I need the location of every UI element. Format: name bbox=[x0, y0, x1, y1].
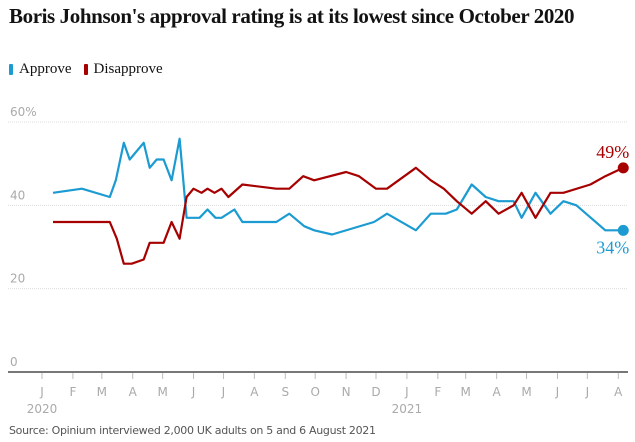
x-tick-label: F bbox=[434, 385, 441, 399]
x-tick-label: A bbox=[614, 385, 623, 399]
x-tick-label: J bbox=[191, 385, 196, 399]
source-note: Source: Opinium interviewed 2,000 UK adu… bbox=[9, 424, 376, 437]
year-label: 2021 bbox=[392, 402, 423, 416]
legend-item-disapprove: Disapprove bbox=[83, 61, 163, 78]
x-tick-label: M bbox=[521, 385, 531, 399]
x-tick-label: M bbox=[461, 385, 471, 399]
legend: Approve Disapprove bbox=[9, 61, 163, 78]
legend-label-approve: Approve bbox=[19, 61, 72, 77]
year-label: 2020 bbox=[27, 402, 58, 416]
x-tick-label: J bbox=[555, 385, 560, 399]
x-tick-label: D bbox=[371, 385, 380, 399]
x-tick-label: J bbox=[221, 385, 226, 399]
y-tick-label: 60% bbox=[10, 105, 37, 119]
end-label-disapprove: 49% bbox=[596, 142, 629, 162]
y-tick-label: 20 bbox=[10, 272, 25, 286]
y-tick-label: 40 bbox=[10, 188, 25, 202]
x-tick-label: M bbox=[97, 385, 107, 399]
legend-label-disapprove: Disapprove bbox=[93, 61, 163, 77]
series-line-approve bbox=[52, 137, 624, 236]
end-point-approve bbox=[617, 224, 629, 236]
series-line-disapprove bbox=[53, 166, 624, 265]
approve-swatch bbox=[9, 64, 13, 75]
x-tick-label: O bbox=[310, 385, 319, 399]
x-tick-label: F bbox=[69, 385, 76, 399]
x-tick-label: J bbox=[585, 385, 590, 399]
x-tick-label: A bbox=[129, 385, 138, 399]
x-tick-label: A bbox=[250, 385, 259, 399]
x-tick-label: J bbox=[39, 385, 44, 399]
x-tick-label: S bbox=[281, 385, 289, 399]
x-tick-label: J bbox=[404, 385, 409, 399]
x-tick-label: M bbox=[157, 385, 167, 399]
disapprove-swatch bbox=[83, 64, 88, 75]
x-tick-label: N bbox=[342, 385, 351, 399]
x-tick-label: A bbox=[493, 385, 502, 399]
end-point-disapprove bbox=[617, 162, 629, 174]
end-label-approve: 34% bbox=[596, 237, 629, 257]
y-tick-label: 0 bbox=[10, 355, 18, 369]
chart-title: Boris Johnson's approval rating is at it… bbox=[9, 4, 575, 28]
legend-item-approve: Approve bbox=[9, 61, 72, 78]
